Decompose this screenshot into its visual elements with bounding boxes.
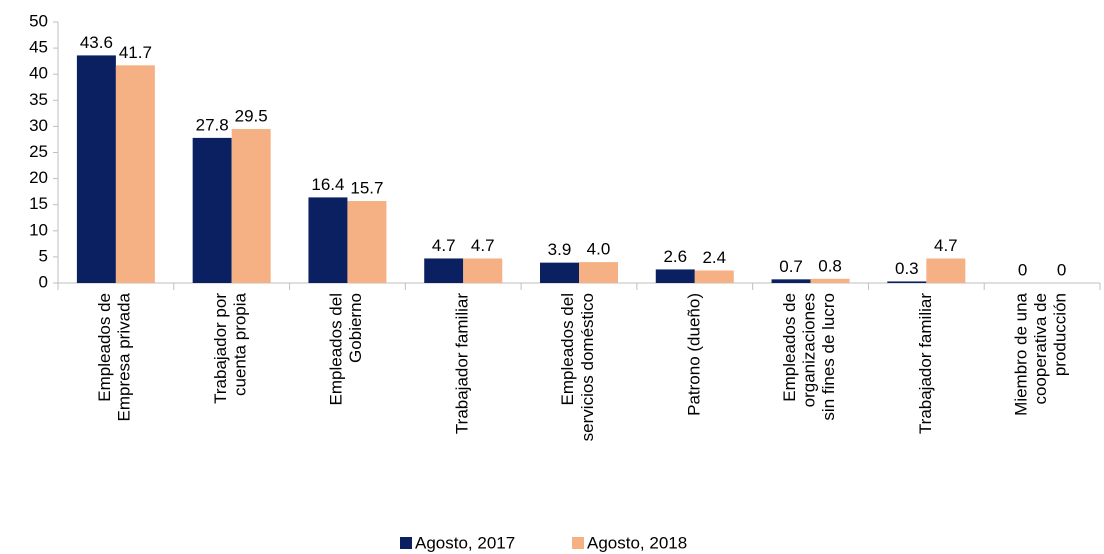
data-label: 4.0 <box>587 240 611 259</box>
x-tick-label: Trabajador familiar <box>916 293 935 434</box>
data-label: 27.8 <box>196 115 229 134</box>
y-tick-label: 0 <box>39 272 48 291</box>
bar <box>926 258 966 283</box>
data-label: 2.4 <box>702 248 726 267</box>
data-label: 4.7 <box>934 236 958 255</box>
data-label: 0 <box>1057 260 1066 279</box>
legend-swatch <box>572 537 584 549</box>
y-tick-label: 20 <box>29 168 48 187</box>
data-label: 0.3 <box>895 259 919 278</box>
y-tick-label: 25 <box>29 142 48 161</box>
bar <box>347 201 387 283</box>
bar <box>424 258 464 283</box>
data-label: 0.7 <box>779 257 803 276</box>
y-tick-label: 30 <box>29 116 48 135</box>
data-label: 0 <box>1018 260 1027 279</box>
data-label: 41.7 <box>119 43 152 62</box>
y-tick-label: 50 <box>29 11 48 30</box>
bar <box>192 137 232 283</box>
data-label: 29.5 <box>235 106 268 125</box>
bar <box>463 258 503 283</box>
bar <box>655 269 695 283</box>
bar <box>694 270 734 283</box>
data-label: 0.8 <box>818 256 842 275</box>
legend-swatch <box>400 537 412 549</box>
bar <box>308 197 348 283</box>
bar <box>540 262 579 283</box>
x-tick-label: Empleados deorganizacionessin fines de l… <box>780 293 838 421</box>
x-tick-label: Miembro de unacooperativa deproducción <box>1012 292 1070 415</box>
data-label: 3.9 <box>548 240 572 259</box>
bar <box>887 281 927 283</box>
data-label: 4.7 <box>432 236 456 255</box>
bar <box>76 55 116 283</box>
x-tick-label: Trabajador porcuenta propia <box>211 292 250 403</box>
x-tick-label: Patrono (dueño) <box>684 293 703 416</box>
y-tick-label: 40 <box>29 64 48 83</box>
y-tick-label: 35 <box>29 90 48 109</box>
data-label: 15.7 <box>350 179 383 198</box>
data-label: 4.7 <box>471 236 495 255</box>
y-tick-label: 5 <box>39 246 48 265</box>
y-tick-label: 15 <box>29 194 48 213</box>
x-tick-label: Empleados deEmpresa privada <box>96 292 135 421</box>
y-tick-label: 10 <box>29 220 48 239</box>
data-label: 16.4 <box>311 175 344 194</box>
y-tick-label: 45 <box>29 38 48 57</box>
x-tick-label: Empleados delservicios doméstico <box>559 293 598 441</box>
data-label: 43.6 <box>80 33 113 52</box>
bar <box>115 65 155 284</box>
legend-label: Agosto, 2017 <box>415 533 515 552</box>
data-label: 2.6 <box>663 247 687 266</box>
bar <box>771 279 811 283</box>
legend-label: Agosto, 2018 <box>587 533 687 552</box>
bar <box>579 262 618 283</box>
bar <box>231 129 271 283</box>
bar <box>810 278 850 283</box>
x-tick-label: Trabajador familiar <box>453 293 472 434</box>
x-tick-label: Empleados delGobierno <box>327 293 366 405</box>
